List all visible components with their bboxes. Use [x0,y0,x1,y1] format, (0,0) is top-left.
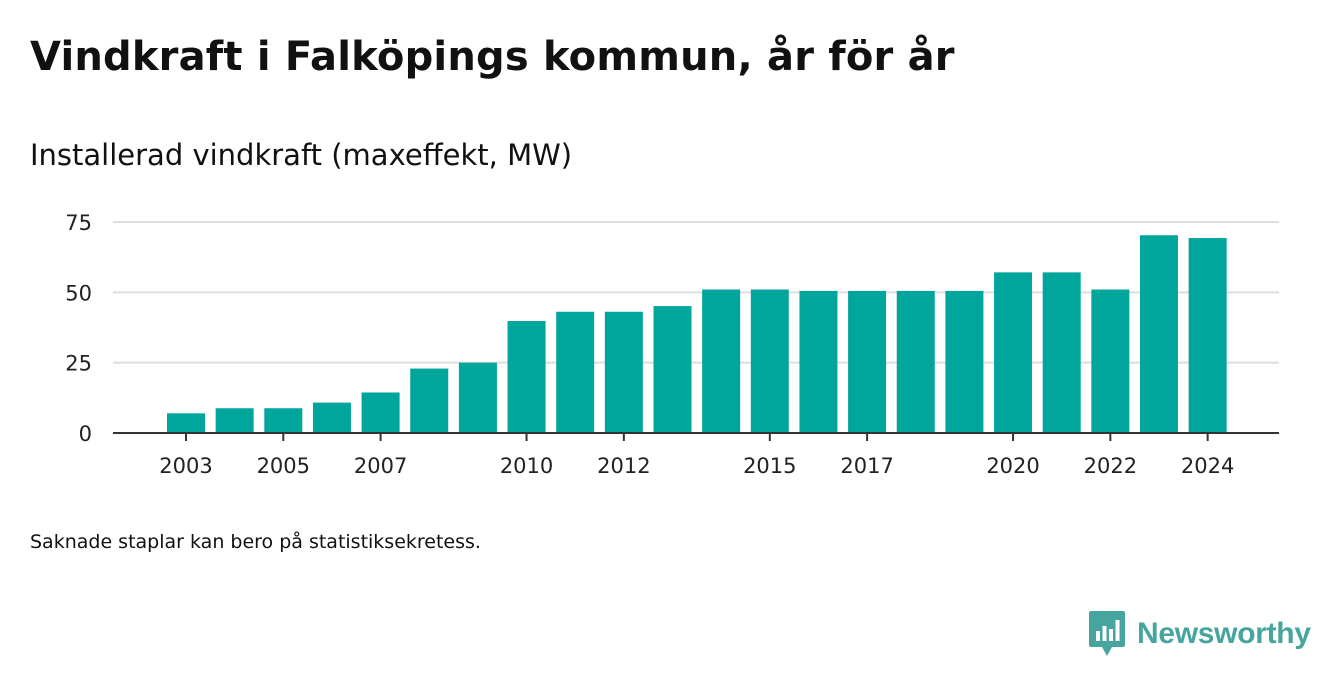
bar-2005 [264,408,303,433]
x-tick-label: 2007 [354,454,407,478]
bar-2021 [1042,272,1081,433]
y-axis-tick-labels: 0 25 50 75 [65,211,92,446]
bar-2014 [702,289,741,433]
x-tick-label: 2022 [1084,454,1137,478]
bar-2003 [167,413,205,433]
bars [167,235,1227,433]
bar-chart-speech-bubble-icon [1089,611,1125,656]
x-tick-label: 2024 [1181,454,1234,478]
gridlines [113,221,1279,364]
x-tick-label: 2005 [257,454,310,478]
bar-2007 [361,392,400,433]
bar-2009 [458,362,497,433]
x-tick-label: 2020 [986,454,1039,478]
chart-subtitle: Installerad vindkraft (maxeffekt, MW) [30,138,573,172]
bar-2012 [604,311,643,433]
bar-2017 [848,290,887,433]
bar-2006 [312,402,351,433]
y-tick-label: 75 [65,211,92,235]
y-tick-label: 0 [79,422,92,446]
newsworthy-logo: Newsworthy [1088,610,1311,658]
bar-2013 [653,306,692,433]
bar-2011 [556,311,595,433]
bar-2016 [799,290,838,433]
bar-2008 [410,368,449,433]
bar-2020 [994,272,1033,433]
y-tick-label: 25 [65,352,92,376]
footnote: Saknade staplar kan bero på statistiksek… [30,531,481,553]
bar-2004 [215,408,254,433]
x-tick-label: 2010 [500,454,553,478]
bar-2024 [1188,238,1227,433]
x-tick-label: 2012 [597,454,650,478]
x-tick-label: 2017 [840,454,893,478]
bar-2019 [945,290,984,433]
y-tick-label: 50 [65,281,92,305]
bar-2023 [1140,235,1178,433]
bar-chart: 0 25 50 75 2003 2005 2007 2010 2012 2015 2017 2020… [65,211,1279,478]
x-tick-label: 2003 [159,454,212,478]
bar-2015 [750,289,789,433]
brand-name: Newsworthy [1137,617,1311,650]
chart-title: Vindkraft i Falköpings kommun, år för år [30,34,955,80]
bar-2022 [1091,289,1130,433]
x-axis-ticks: 2003 2005 2007 2010 2012 2015 2017 2020 2022 2024 [159,433,1234,478]
bar-2018 [896,290,935,433]
x-tick-label: 2015 [743,454,796,478]
bar-2010 [507,321,546,433]
